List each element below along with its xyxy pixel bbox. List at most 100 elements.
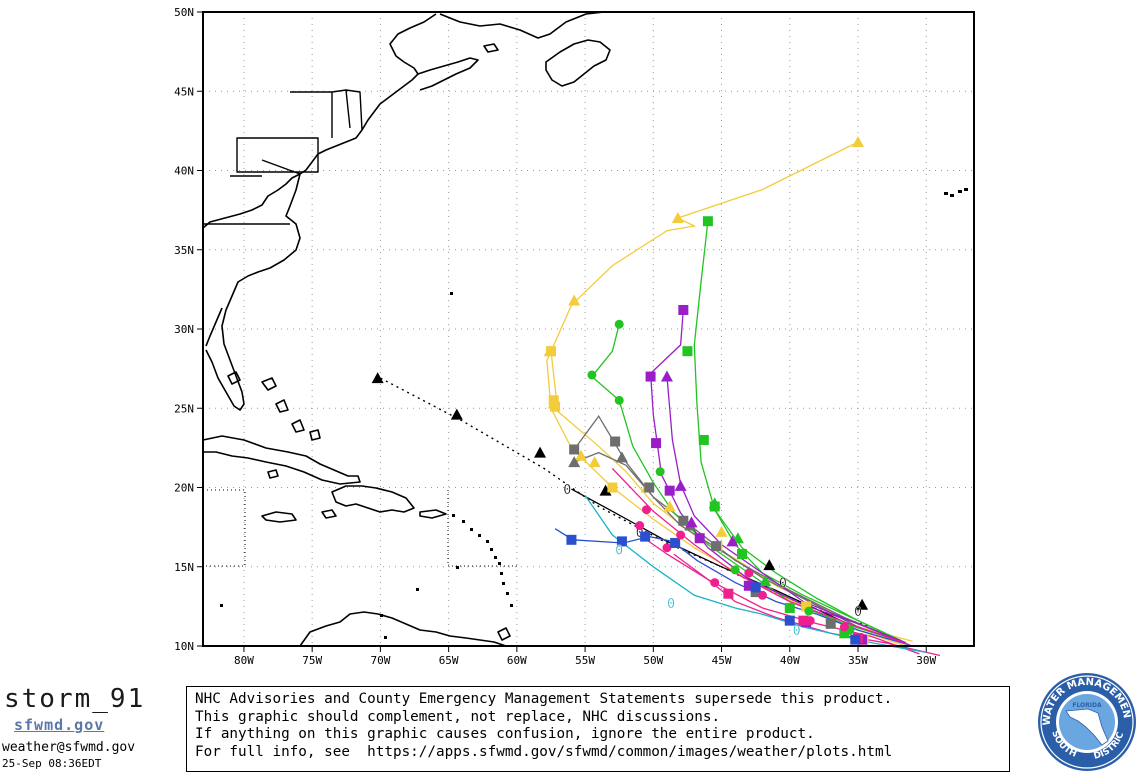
trinidad	[497, 627, 511, 641]
triangle-icon	[568, 294, 581, 306]
lon-label: 40W	[780, 654, 800, 667]
triangle-icon	[685, 516, 698, 528]
lon-label: 75W	[302, 654, 322, 667]
nova-scotia	[417, 57, 479, 91]
lon-label: 30W	[916, 654, 936, 667]
disclaimer-box: NHC Advisories and County Emergency Mana…	[186, 686, 1010, 772]
lon-label: 70W	[370, 654, 390, 667]
disclaimer-line: This graphic should complement, not repl…	[195, 708, 721, 725]
square-icon	[702, 216, 713, 227]
lon-label: 55W	[575, 654, 595, 667]
track-line	[693, 221, 907, 644]
island-dot	[510, 604, 513, 607]
island-dot	[958, 190, 962, 193]
lake-okeechobee	[227, 371, 241, 385]
island-dot	[456, 566, 459, 569]
square-icon	[723, 588, 734, 599]
triangle-icon	[763, 559, 776, 571]
triangle-icon	[856, 598, 869, 610]
track-line	[673, 553, 941, 657]
lon-label: 35W	[848, 654, 868, 667]
island-dot	[498, 562, 501, 565]
square-icon	[545, 346, 556, 357]
us-east-coastline	[202, 13, 437, 229]
square-icon	[711, 541, 722, 552]
square-icon	[694, 533, 705, 544]
bahamas-4	[309, 429, 321, 441]
track-line	[380, 377, 907, 644]
sfwmd-logo: WATER MANAGEMENT SOUTH DISTRICT FLORIDA	[1036, 671, 1136, 771]
square-icon	[610, 436, 621, 447]
circle-icon	[676, 530, 686, 540]
square-icon	[548, 395, 559, 406]
lat-label: 45N	[174, 85, 194, 98]
square-icon	[566, 534, 577, 545]
track-line	[666, 376, 907, 644]
lat-lon-grid	[197, 11, 974, 652]
island-dot	[944, 192, 948, 195]
triangle-icon	[568, 456, 581, 468]
newfoundland	[545, 39, 611, 87]
contact-email[interactable]: weather@sfwmd.gov	[2, 740, 136, 755]
square-icon	[784, 615, 795, 626]
azores-islands	[944, 188, 968, 197]
square-icon	[698, 434, 709, 445]
circle-icon	[614, 319, 624, 329]
zone-box	[447, 490, 520, 567]
triangle-icon	[674, 479, 687, 491]
square-icon	[651, 438, 662, 449]
lon-label: 50W	[643, 654, 663, 667]
triangle-icon	[759, 575, 772, 587]
square-icon	[640, 531, 651, 542]
lon-label: 80W	[234, 654, 254, 667]
island-dot	[452, 514, 455, 517]
forecast-tracks	[380, 141, 941, 657]
triangle-icon	[660, 370, 673, 382]
cayman	[321, 509, 337, 519]
circle-icon	[839, 622, 849, 632]
lat-label: 10N	[174, 640, 194, 653]
triangle-icon	[599, 484, 612, 496]
island-dot	[950, 194, 954, 197]
island-dot	[964, 188, 968, 191]
lon-label: 60W	[507, 654, 527, 667]
zero-glyph: 0	[636, 526, 644, 541]
triangle-icon	[615, 451, 628, 463]
square-icon	[678, 304, 689, 315]
logo-center-text: FLORIDA	[1072, 702, 1102, 709]
island-dot	[470, 528, 473, 531]
triangle-icon	[450, 408, 463, 420]
circle-icon	[804, 606, 814, 616]
triangle-icon	[574, 449, 587, 461]
square-icon	[644, 482, 655, 493]
south-america-coast	[299, 611, 507, 647]
square-icon	[664, 485, 675, 496]
triangle-icon	[726, 535, 739, 547]
island-dot	[416, 588, 419, 591]
triangle-icon	[371, 372, 384, 384]
zero-glyph: 0	[793, 624, 801, 639]
triangle-icon	[663, 500, 676, 512]
storm-id: storm_91	[4, 684, 146, 714]
timestamp: 25-Sep 08:36EDT	[2, 757, 102, 770]
square-icon	[645, 371, 656, 382]
triangle-icon	[671, 212, 684, 224]
square-icon	[839, 628, 850, 639]
island-dot	[450, 292, 453, 295]
lat-label: 15N	[174, 561, 194, 574]
square-icon	[682, 346, 693, 357]
circle-icon	[662, 543, 672, 553]
carolina-coastline	[205, 173, 301, 411]
circle-icon	[710, 578, 720, 588]
circle-icon	[614, 395, 624, 405]
island-dot	[384, 636, 387, 639]
zero-glyph: 0	[854, 605, 862, 620]
brand-link[interactable]: sfwmd.gov	[14, 716, 105, 734]
triangle-icon	[588, 456, 601, 468]
island-dot	[494, 556, 497, 559]
florida-icon	[1065, 708, 1109, 746]
square-icon	[616, 536, 627, 547]
triangle-icon	[534, 446, 547, 458]
